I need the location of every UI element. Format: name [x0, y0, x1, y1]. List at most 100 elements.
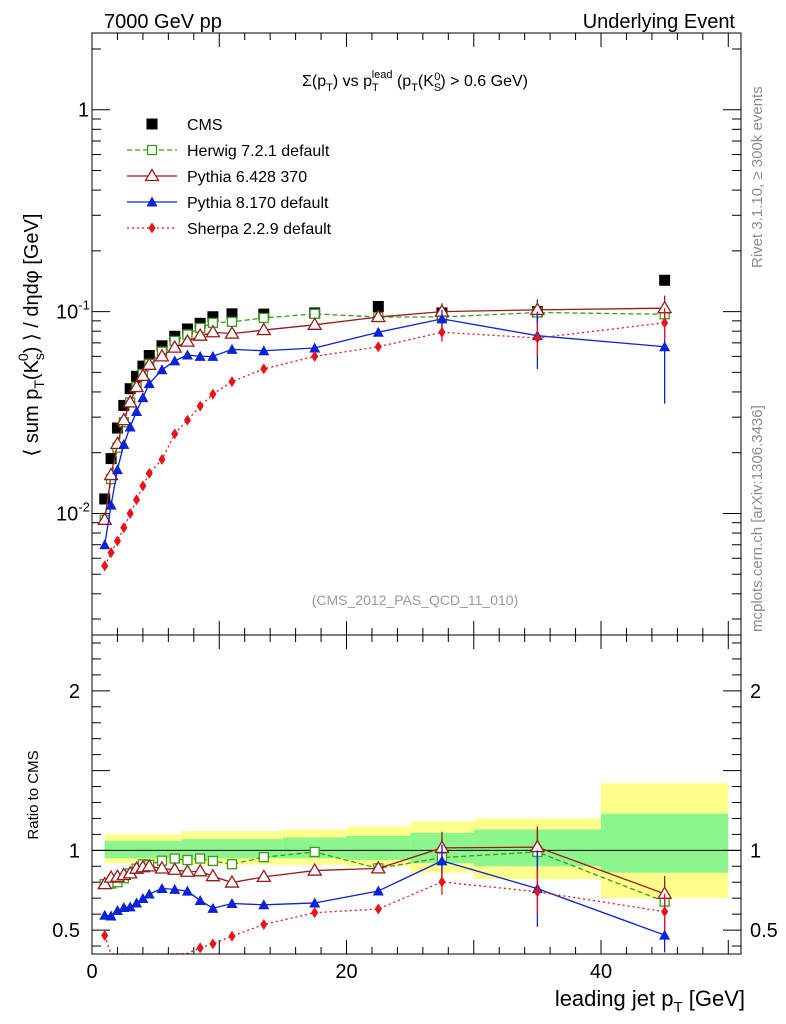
ratio-point [228, 930, 236, 942]
data-point [256, 322, 272, 336]
data-point [370, 309, 386, 323]
ratio-point [226, 859, 238, 870]
legend-marker [148, 222, 156, 234]
data-point [99, 493, 111, 505]
y-tick-label: 10-1 [56, 298, 90, 324]
ratio-point [167, 861, 183, 875]
ratio-tick-label-left: 1 [69, 840, 80, 862]
ratio-point [209, 938, 217, 950]
data-point [124, 421, 136, 432]
ratio-point [196, 942, 204, 954]
ratio-tick-label-right: 0.5 [750, 920, 778, 942]
data-point [438, 326, 446, 338]
legend-marker [146, 118, 158, 130]
data-point [118, 438, 130, 449]
data-point [120, 522, 128, 534]
series-2-main [97, 295, 673, 525]
ratio-point [256, 869, 272, 883]
data-point [145, 467, 153, 479]
ratio-stat-band [601, 813, 729, 873]
ratio-point [260, 918, 268, 930]
series-3-ratio [99, 844, 671, 953]
data-point [224, 325, 240, 339]
main-plot-series [97, 274, 673, 572]
legend-label: Pythia 6.428 370 [187, 169, 307, 186]
data-point [194, 350, 206, 361]
ratio-point [182, 854, 193, 866]
data-point [139, 480, 147, 492]
ratio-point [101, 929, 109, 941]
data-point [143, 350, 155, 362]
legend-label: Pythia 8.170 default [187, 195, 329, 212]
ratio-point [97, 876, 113, 890]
data-point [372, 326, 384, 337]
legend-label: CMS [187, 117, 223, 134]
data-point [137, 392, 149, 403]
data-point [226, 316, 238, 327]
data-point [207, 311, 219, 323]
data-point [205, 324, 221, 338]
data-point [181, 349, 193, 360]
ratio-point [224, 874, 240, 888]
data-point [128, 379, 145, 393]
ratio-tick-label-right: 2 [750, 681, 761, 703]
ratio-point [195, 853, 206, 864]
data-point [107, 547, 115, 559]
ratio-tick-label-left: 2 [69, 681, 80, 703]
series-4-ratio [101, 868, 669, 955]
data-point [659, 341, 671, 352]
ratio-point [169, 853, 180, 864]
data-point [141, 357, 157, 370]
data-point [228, 376, 236, 388]
ratio-point [226, 897, 238, 908]
data-point [131, 370, 143, 382]
ratio-stat-band [181, 839, 283, 859]
ratio-point [258, 852, 269, 863]
x-axis-title: leading jet pT [GeV] [555, 986, 745, 1016]
ratio-point [137, 892, 149, 903]
data-point [122, 394, 138, 408]
legend: CMS Herwig 7.2.1 default Pythia 6.428 370 P… [127, 117, 332, 238]
ratio-point [156, 882, 168, 893]
data-point [226, 343, 238, 354]
data-point [124, 383, 136, 395]
ratio-stat-band [104, 840, 182, 859]
data-point [143, 378, 155, 389]
ratio-uncertainty-bands [92, 783, 741, 899]
ratio-point [179, 863, 196, 877]
ratio-point [207, 855, 219, 867]
ratio-plot-frame [91, 634, 742, 955]
data-point [661, 317, 669, 329]
ratio-point [372, 885, 384, 896]
ratio-point [131, 897, 143, 908]
ratio-point [111, 905, 123, 916]
ratio-point [141, 858, 157, 872]
x-tick-label: 0 [86, 961, 97, 983]
rivet-label: Rivet 3.1.10, ≥ 300k events [749, 86, 766, 268]
data-point [260, 363, 268, 375]
legend-marker [144, 168, 160, 182]
data-point [101, 560, 109, 572]
data-point [105, 499, 117, 510]
ratio-point [374, 903, 382, 915]
ratio-point [181, 885, 193, 896]
ratio-point [154, 860, 170, 874]
data-point [111, 464, 123, 475]
data-point [135, 368, 151, 382]
series-3-main [99, 309, 671, 550]
data-point [436, 313, 448, 324]
ratio-point [533, 886, 541, 898]
data-point [533, 332, 541, 344]
ratio-point [194, 894, 206, 905]
ratio-point [311, 907, 319, 919]
data-point [158, 454, 166, 466]
ratio-point [438, 876, 446, 888]
x-tick-label: 20 [335, 961, 357, 983]
data-point [181, 323, 193, 335]
analysis-label: (CMS_2012_PAS_QCD_11_010) [312, 592, 519, 608]
data-point [309, 308, 320, 319]
ratio-stat-band [346, 835, 411, 860]
data-point [132, 494, 141, 506]
ratio-point [207, 902, 219, 913]
